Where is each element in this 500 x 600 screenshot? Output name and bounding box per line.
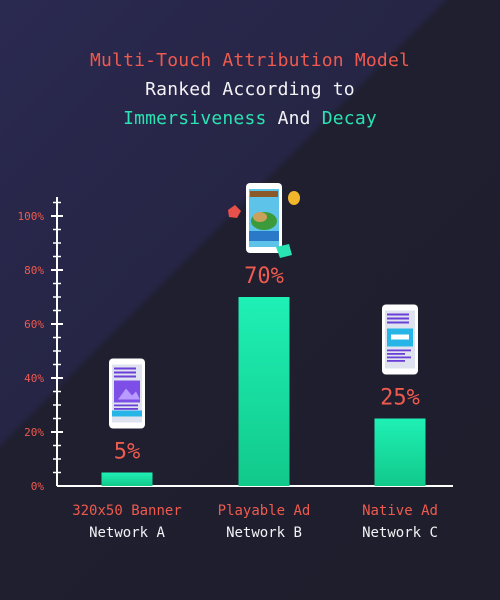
phone-banner-icon bbox=[109, 358, 145, 429]
chart-title: Multi-Touch Attribution Model bbox=[89, 50, 411, 71]
y-tick-label: 60% bbox=[24, 318, 44, 331]
bar bbox=[101, 472, 153, 486]
bars: 5% 70% 25% bbox=[101, 264, 426, 486]
x-category-label: Playable Ad bbox=[217, 503, 311, 519]
subtitle-immersiveness: Immersiveness bbox=[123, 108, 267, 129]
phone-icons bbox=[109, 183, 418, 429]
y-tick-label: 100% bbox=[18, 210, 45, 223]
bar bbox=[238, 297, 290, 486]
bar-value-label: 5% bbox=[114, 440, 141, 465]
x-network-label: Network A bbox=[89, 525, 165, 541]
chart-subtitle-emphasis: Immersiveness And Decay bbox=[0, 108, 500, 129]
chart-title-block: Multi-Touch Attribution Model Ranked Acc… bbox=[0, 0, 500, 150]
y-tick-label: 80% bbox=[24, 264, 44, 277]
ruby-gem-icon bbox=[228, 205, 241, 218]
gold-coin-icon bbox=[288, 191, 300, 205]
phone-playable-game-icon bbox=[228, 183, 300, 258]
phone-native-ad-icon bbox=[382, 304, 418, 375]
x-network-label: Network B bbox=[226, 525, 302, 541]
bar bbox=[374, 418, 426, 486]
subtitle-and: And bbox=[266, 108, 322, 129]
y-tick-label: 40% bbox=[24, 372, 44, 385]
x-category-label: Native Ad bbox=[362, 503, 438, 519]
y-tick-label: 20% bbox=[24, 426, 44, 439]
bar-value-label: 70% bbox=[244, 264, 284, 289]
y-tick-label: 0% bbox=[31, 480, 45, 493]
subtitle-decay: Decay bbox=[321, 108, 377, 129]
emerald-gem-icon bbox=[276, 244, 292, 258]
x-network-label: Network C bbox=[362, 525, 438, 541]
chart-subtitle: Ranked According to bbox=[145, 79, 355, 100]
bar-value-label: 25% bbox=[380, 386, 420, 411]
x-category-label: 320x50 Banner bbox=[72, 503, 182, 519]
